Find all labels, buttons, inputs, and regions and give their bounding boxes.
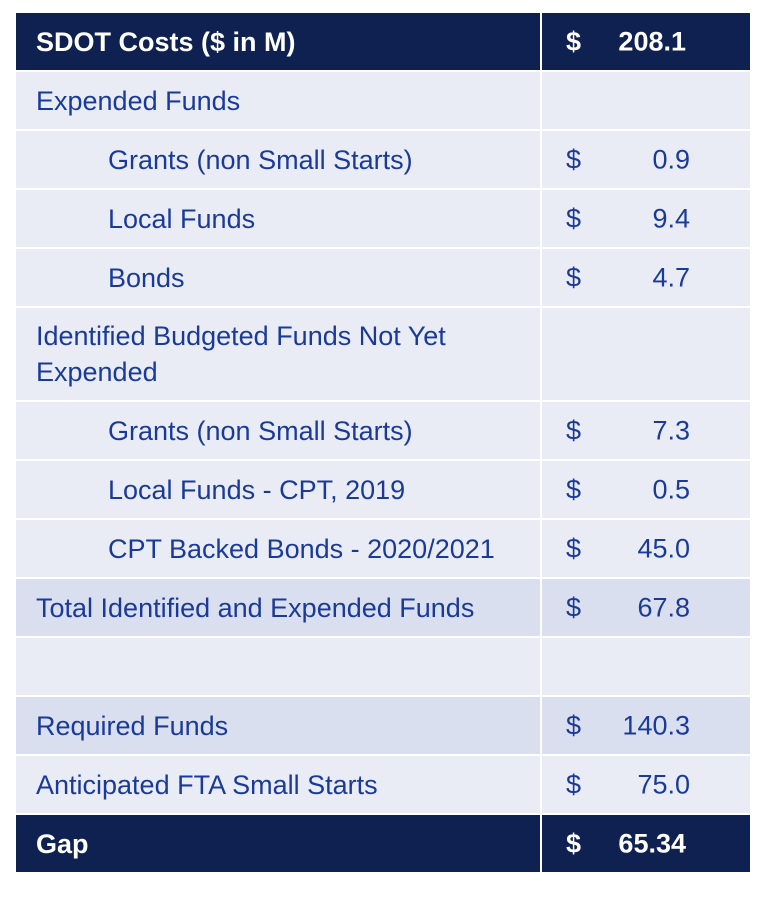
table-row: CPT Backed Bonds - 2020/2021 $ 45.0	[14, 518, 752, 579]
row-value-cell: $ 45.0	[540, 518, 752, 579]
row-currency: $	[566, 203, 582, 233]
row-currency: $	[566, 710, 582, 740]
row-label: Grants (non Small Starts)	[14, 129, 542, 190]
total-currency: $	[566, 592, 582, 622]
header-amount: 208.1	[618, 26, 686, 56]
row-currency: $	[566, 769, 582, 799]
gap-value-cell: $ 65.34	[540, 813, 752, 874]
row-label: Anticipated FTA Small Starts	[14, 754, 542, 815]
row-amount: 140.3	[622, 710, 690, 740]
total-label: Total Identified and Expended Funds	[14, 577, 542, 638]
row-amount: 45.0	[637, 533, 690, 563]
total-amount: 67.8	[637, 592, 690, 622]
row-value-cell: $ 7.3	[540, 400, 752, 461]
row-value-cell	[540, 306, 752, 402]
total-value-cell: $ 67.8	[540, 577, 752, 638]
row-currency: $	[566, 415, 582, 445]
row-label: Required Funds	[14, 695, 542, 756]
row-amount: 75.0	[637, 769, 690, 799]
table-row: Required Funds $ 140.3	[14, 695, 752, 756]
row-value-cell: $ 75.0	[540, 754, 752, 815]
row-label: Local Funds	[14, 188, 542, 249]
row-value-cell: $ 4.7	[540, 247, 752, 308]
gap-label: Gap	[14, 813, 542, 874]
row-value-cell: $ 0.9	[540, 129, 752, 190]
table-row: Grants (non Small Starts) $ 7.3	[14, 400, 752, 461]
table-row: Anticipated FTA Small Starts $ 75.0	[14, 754, 752, 815]
total-row: Total Identified and Expended Funds $ 67…	[14, 577, 752, 638]
header-label: SDOT Costs ($ in M)	[14, 11, 542, 72]
table-row: Local Funds $ 9.4	[14, 188, 752, 249]
row-amount: 0.5	[652, 474, 690, 504]
spacer-row	[14, 636, 752, 697]
row-value-cell: $ 9.4	[540, 188, 752, 249]
row-amount: 0.9	[652, 144, 690, 174]
table-row: Identified Budgeted Funds Not Yet Expend…	[14, 306, 752, 402]
spacer-value-cell	[540, 636, 752, 697]
table-row: Bonds $ 4.7	[14, 247, 752, 308]
row-label: Expended Funds	[14, 70, 542, 131]
table-row: Grants (non Small Starts) $ 0.9	[14, 129, 752, 190]
row-label: Grants (non Small Starts)	[14, 400, 542, 461]
table-header-row: SDOT Costs ($ in M) $ 208.1	[14, 11, 752, 72]
row-amount: 4.7	[652, 262, 690, 292]
sdot-costs-table: SDOT Costs ($ in M) $ 208.1 Expended Fun…	[14, 11, 752, 874]
gap-currency: $	[566, 828, 582, 858]
header-currency: $	[566, 26, 582, 56]
row-currency: $	[566, 474, 582, 504]
gap-amount: 65.34	[618, 828, 686, 858]
row-label: Identified Budgeted Funds Not Yet Expend…	[14, 306, 542, 402]
row-value-cell: $ 140.3	[540, 695, 752, 756]
row-currency: $	[566, 144, 582, 174]
row-currency: $	[566, 533, 582, 563]
row-value-cell	[540, 70, 752, 131]
row-amount: 7.3	[652, 415, 690, 445]
row-currency: $	[566, 262, 582, 292]
table-row: Local Funds - CPT, 2019 $ 0.5	[14, 459, 752, 520]
row-amount: 9.4	[652, 203, 690, 233]
row-label: Local Funds - CPT, 2019	[14, 459, 542, 520]
row-value-cell: $ 0.5	[540, 459, 752, 520]
row-label: Bonds	[14, 247, 542, 308]
spacer-label	[14, 636, 542, 697]
header-value-cell: $ 208.1	[540, 11, 752, 72]
row-label: CPT Backed Bonds - 2020/2021	[14, 518, 542, 579]
table-row: Expended Funds	[14, 70, 752, 131]
gap-row: Gap $ 65.34	[14, 813, 752, 874]
